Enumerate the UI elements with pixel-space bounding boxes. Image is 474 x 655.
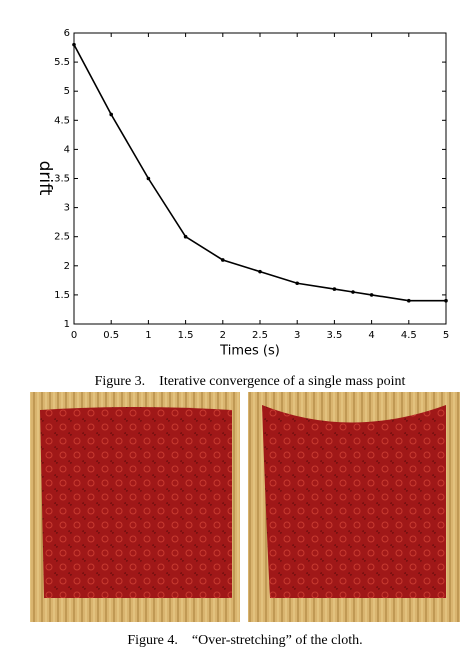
- data-point: [258, 269, 262, 274]
- y-tick-label: 6: [64, 28, 70, 39]
- x-tick-label: 2: [220, 330, 226, 341]
- data-point: [444, 298, 448, 303]
- x-tick-label: 3.5: [326, 330, 342, 341]
- figure-caption: Figure 4. “Over-stretching” of the cloth…: [127, 633, 362, 648]
- x-tick-label: 2.5: [252, 330, 268, 341]
- x-tick-label: 1.5: [178, 330, 194, 341]
- y-tick-label: 5.5: [54, 57, 70, 68]
- y-tick-label: 3: [64, 203, 70, 214]
- x-tick-label: 5: [443, 330, 449, 341]
- y-tick-label: 2.5: [54, 232, 70, 243]
- y-tick-label: 1.5: [54, 290, 70, 301]
- y-tick-label: 3.5: [54, 174, 70, 185]
- x-tick-label: 1: [145, 330, 151, 341]
- data-point: [221, 258, 225, 262]
- y-tick-label: 4: [64, 144, 70, 155]
- figure-caption: Figure 3. Iterative convergence of a sin…: [95, 374, 406, 389]
- x-axis-label: Times (s): [219, 344, 280, 359]
- data-point: [369, 293, 374, 297]
- data-line: [73, 44, 446, 302]
- y-tick-label: 2: [64, 261, 70, 272]
- data-point: [295, 281, 300, 286]
- x-tick-label: 4: [368, 330, 374, 341]
- y-tick-label: 1: [64, 319, 70, 330]
- x-tick-label: 0.5: [103, 330, 119, 341]
- y-axis-label: drift: [35, 161, 55, 196]
- x-tick-label: 0: [71, 330, 77, 341]
- x-tick-label: 3: [294, 330, 300, 341]
- data-point: [407, 298, 411, 303]
- data-point: [109, 112, 113, 117]
- cloth: [262, 405, 446, 598]
- data-point: [146, 176, 151, 181]
- data-point: [332, 287, 337, 291]
- cloth: [40, 407, 232, 598]
- data-point: [72, 42, 76, 47]
- plot-frame: [73, 32, 447, 325]
- data-point: [351, 290, 355, 294]
- y-tick-label: 5: [64, 86, 70, 97]
- data-point: [183, 234, 188, 239]
- y-tick-label: 4.5: [54, 115, 70, 126]
- x-tick-label: 4.5: [401, 330, 417, 341]
